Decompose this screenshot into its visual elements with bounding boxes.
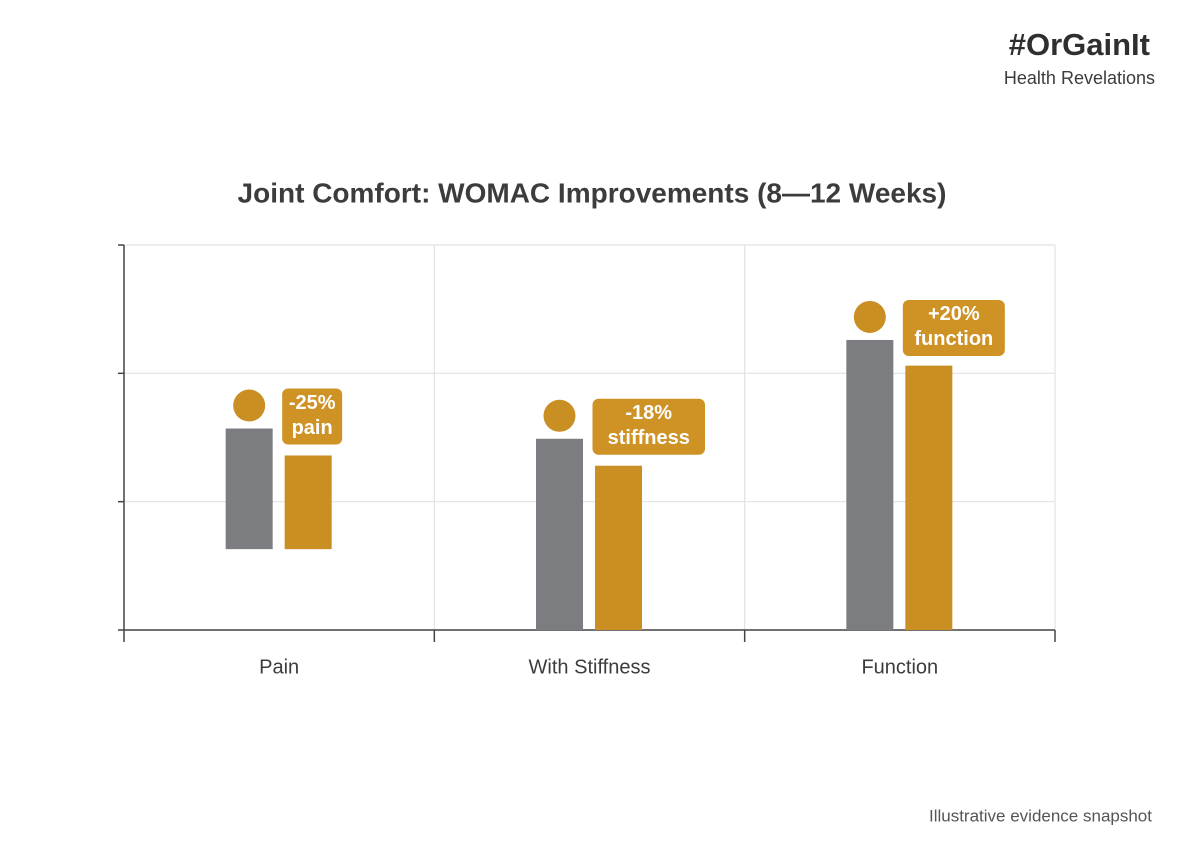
- brand-subtitle: Health Revelations: [1004, 68, 1155, 88]
- bar: [284, 455, 332, 550]
- bar: [595, 465, 642, 630]
- annotation-text: -25%: [289, 392, 336, 414]
- x-tick-label: With Stiffness: [529, 656, 651, 678]
- x-tick-label: Pain: [259, 656, 299, 678]
- footer: Illustrative evidence snapshot: [929, 806, 1152, 825]
- brand-title: #OrGainIt: [1009, 27, 1150, 62]
- bar: [846, 339, 894, 630]
- person-head-icon: [543, 399, 576, 432]
- annotation-text: function: [914, 328, 993, 350]
- annotation-text: +20%: [928, 303, 980, 325]
- annotation-box: [902, 299, 1005, 356]
- bar: [536, 438, 583, 630]
- annotation-box: [592, 398, 705, 455]
- person-head-icon: [233, 389, 266, 422]
- person-head-icon: [853, 300, 886, 333]
- annotation-box: [282, 388, 343, 445]
- bar: [225, 428, 273, 550]
- annotation-text: pain: [292, 417, 333, 439]
- x-tick-label: Function: [861, 656, 938, 678]
- bar: [905, 365, 953, 630]
- annotation-text: stiffness: [608, 427, 690, 449]
- chart-title: Joint Comfort: WOMAC Improvements (8—12 …: [238, 177, 947, 208]
- annotation-text: -18%: [625, 402, 672, 424]
